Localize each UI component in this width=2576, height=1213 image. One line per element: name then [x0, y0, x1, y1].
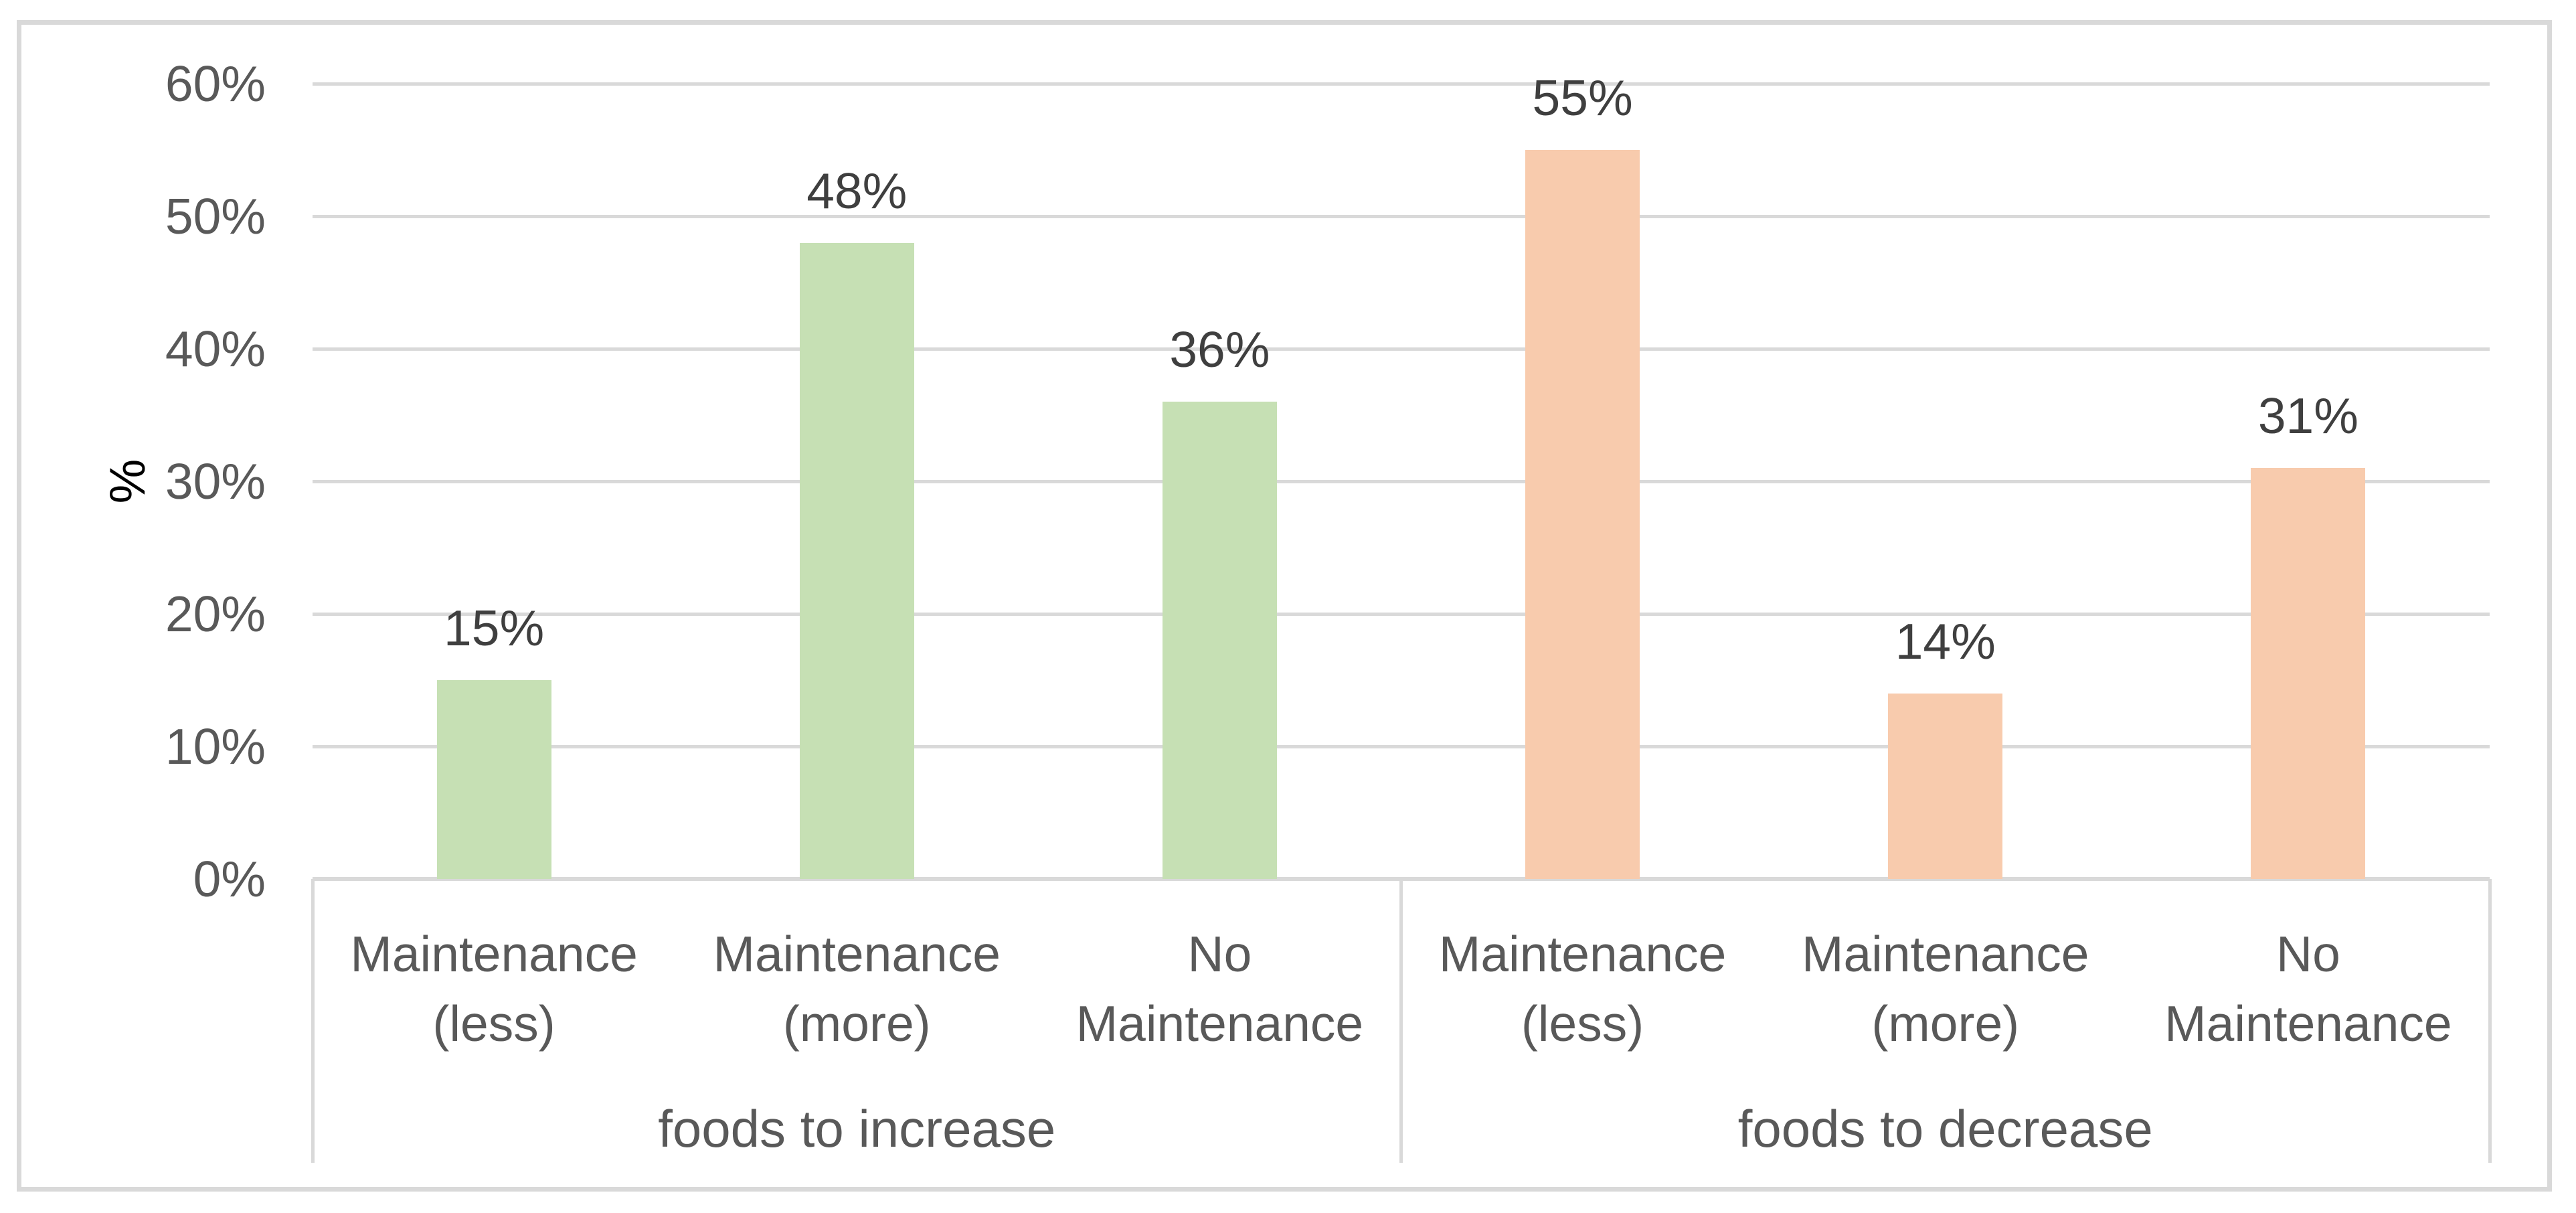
category-label-line: Maintenance — [350, 926, 638, 982]
bar-maintenance-more- — [1888, 693, 2003, 879]
gridline-60% — [313, 82, 2490, 86]
y-tick-label: 0% — [193, 851, 266, 907]
category-label: Maintenance (less) — [313, 919, 675, 1058]
bar-no-maintenance — [2251, 468, 2366, 879]
category-label-line: (more) — [1871, 995, 2020, 1052]
data-label: 36% — [1169, 321, 1270, 378]
data-label: 48% — [806, 162, 908, 219]
category-divider-line — [1399, 879, 1403, 1163]
y-tick-label: 40% — [165, 321, 266, 377]
category-label-line: No — [1187, 926, 1252, 982]
data-label: 31% — [2257, 388, 2358, 444]
category-label-line: Maintenance — [1438, 926, 1727, 982]
y-tick-label: 30% — [165, 453, 266, 509]
bar-maintenance-less- — [1525, 150, 1640, 879]
category-label: Maintenance (more) — [1764, 919, 2127, 1058]
category-label-line: (more) — [782, 995, 931, 1052]
category-label-line: Maintenance — [1802, 926, 2089, 982]
data-label: 15% — [444, 600, 545, 656]
y-tick-label: 50% — [165, 188, 266, 244]
category-label-line: No — [2276, 926, 2340, 982]
gridline-50% — [313, 215, 2490, 218]
category-divider-line — [311, 879, 315, 1163]
data-label: 55% — [1532, 70, 1633, 126]
gridline-20% — [313, 613, 2490, 616]
category-label: No Maintenance — [2127, 919, 2490, 1058]
data-label: 14% — [1895, 613, 1996, 669]
category-label: Maintenance (more) — [675, 919, 1038, 1058]
gridline-10% — [313, 745, 2490, 748]
gridline-40% — [313, 347, 2490, 351]
y-tick-label: 60% — [165, 56, 266, 112]
bar-maintenance-less- — [436, 680, 551, 879]
category-label: Maintenance (less) — [1401, 919, 1764, 1058]
category-label-line: (less) — [432, 995, 555, 1052]
gridline-30% — [313, 480, 2490, 483]
chart-border — [17, 20, 2552, 1192]
category-label-line: Maintenance — [2164, 995, 2452, 1052]
category-label: No Maintenance — [1038, 919, 1401, 1058]
group-label: foods to decrease — [1737, 1099, 2153, 1158]
group-label: foods to increase — [658, 1099, 1056, 1158]
category-label-line: Maintenance — [1076, 995, 1364, 1052]
y-tick-label: 10% — [165, 718, 266, 775]
bar-maintenance-more- — [799, 242, 914, 879]
category-divider-line — [2488, 879, 2492, 1163]
bar-no-maintenance — [1162, 402, 1277, 879]
y-tick-label: 20% — [165, 586, 266, 642]
category-label-line: Maintenance — [713, 926, 1001, 982]
category-label-line: (less) — [1521, 995, 1644, 1052]
